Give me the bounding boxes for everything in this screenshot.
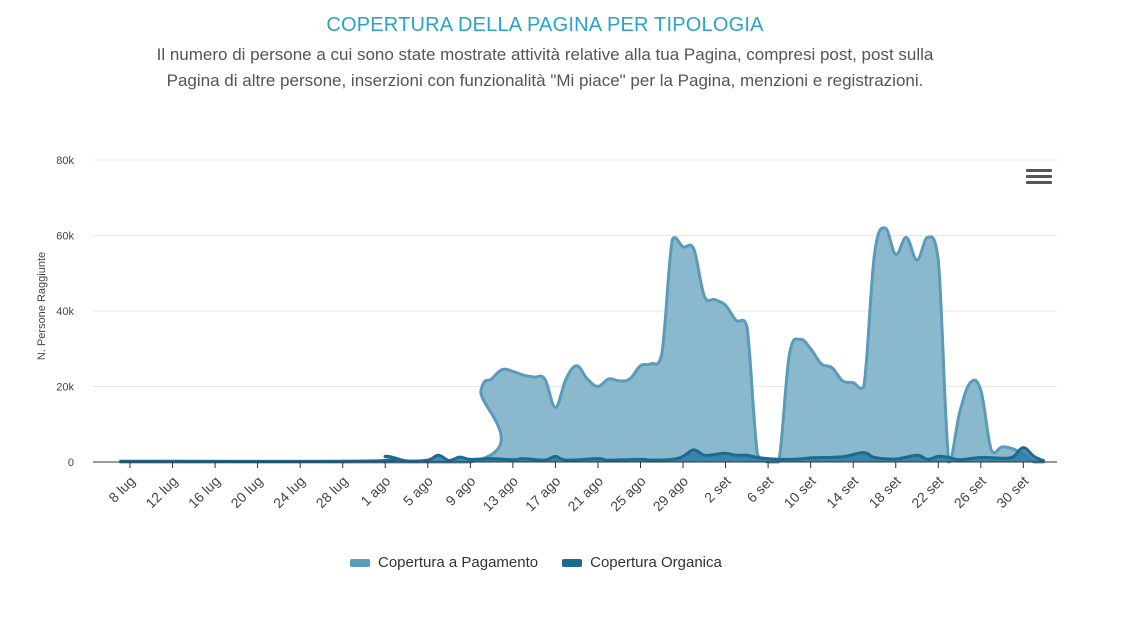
y-axis-label: N. Persone Raggiunte [36, 252, 48, 360]
x-tick-label: 20 lug [227, 473, 265, 511]
y-tick-label: 0 [68, 457, 74, 469]
x-tick-label: 16 lug [185, 473, 223, 511]
x-tick-label: 10 set [780, 473, 818, 511]
series-line-paid [119, 226, 1045, 464]
y-tick-label: 40k [56, 306, 74, 318]
x-tick-label: 28 lug [313, 473, 351, 511]
x-tick-label: 14 set [823, 473, 861, 511]
x-tick-label: 1 ago [357, 473, 393, 509]
x-tick-label: 29 ago [650, 473, 692, 515]
x-tick-label: 12 lug [142, 473, 180, 511]
x-tick-label: 22 set [908, 473, 946, 511]
x-tick-label: 8 lug [105, 473, 138, 506]
series-area-paid [119, 227, 1045, 462]
legend-item-organic[interactable]: Copertura Organica [562, 554, 722, 571]
x-tick-label: 30 set [993, 473, 1031, 511]
x-tick-label: 18 set [866, 473, 904, 511]
legend-swatch-paid [350, 558, 370, 567]
legend-swatch-organic [562, 558, 583, 567]
x-tick-label: 26 set [951, 473, 989, 511]
legend-label-paid: Copertura a Pagamento [378, 554, 539, 571]
legend-item-paid[interactable]: Copertura a Pagamento [350, 554, 538, 571]
x-tick-label: 17 ago [522, 473, 564, 515]
x-tick-label: 13 ago [479, 473, 521, 515]
y-tick-label: 20k [56, 382, 74, 394]
x-tick-label: 6 set [743, 473, 776, 506]
y-tick-label: 60k [56, 231, 74, 243]
y-tick-label: 80k [56, 155, 74, 167]
hamburger-menu-icon[interactable] [1024, 166, 1054, 190]
x-tick-label: 24 lug [270, 473, 308, 511]
series-line-organic [119, 446, 1046, 463]
chart-subtitle: Il numero di persone a cui sono state mo… [156, 45, 934, 90]
x-tick-label: 5 ago [400, 473, 436, 509]
legend-label-organic: Copertura Organica [590, 554, 722, 571]
chart-legend: Copertura a Pagamento Copertura Organica [350, 554, 722, 571]
x-tick-label: 9 ago [442, 473, 478, 509]
x-tick-label: 25 ago [607, 473, 649, 515]
x-tick-label: 2 set [701, 473, 734, 506]
x-tick-label: 21 ago [564, 473, 606, 515]
chart-title: COPERTURA DELLA PAGINA PER TIPOLOGIA [326, 14, 764, 36]
